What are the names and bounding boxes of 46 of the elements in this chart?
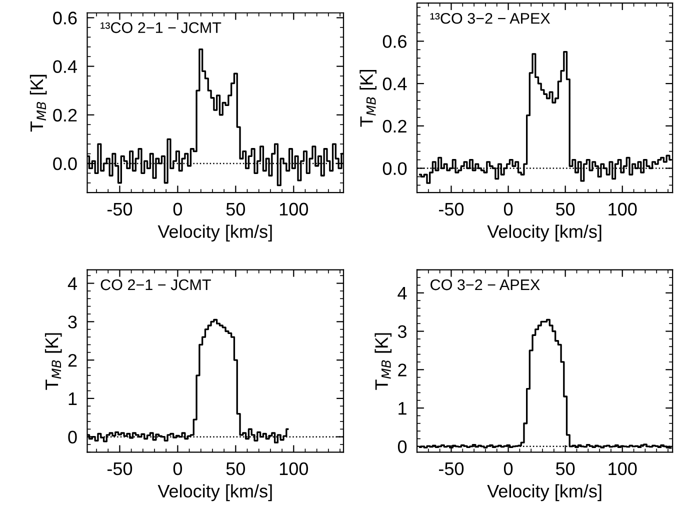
x-tick-label: -50 xyxy=(438,202,464,216)
y-tick-label: 0.2 xyxy=(382,120,406,133)
x-tick-label: 50 xyxy=(556,202,575,216)
y-tick-label: 2 xyxy=(398,364,406,376)
x-tick-label: 50 xyxy=(556,462,575,476)
y-axis-title: T$_{MB}$ [K] xyxy=(44,333,62,390)
x-tick-label: 100 xyxy=(608,462,637,476)
chart-title: CO 3−2 − APEX xyxy=(430,279,540,290)
y-tick-label: 2 xyxy=(68,354,77,367)
x-tick-label: 50 xyxy=(226,462,245,476)
y-tick-label: 1 xyxy=(398,402,406,415)
y-tick-label: 0.2 xyxy=(53,108,77,122)
y-tick-label: 0 xyxy=(398,440,407,454)
chart-title: CO 2−1 − JCMT xyxy=(100,279,211,290)
text: ¹³CO 3−2 − APEX xyxy=(430,12,550,24)
x-tick-label: 50 xyxy=(226,202,245,216)
y-tick-label: 1 xyxy=(68,392,77,405)
y-tick-label: 0 xyxy=(68,430,77,444)
x-axis-title: Velocity [km/s] xyxy=(158,484,272,502)
y-tick-label: 3 xyxy=(68,316,77,328)
x-axis-title: Velocity [km/s] xyxy=(487,224,602,242)
x-tick-label: 100 xyxy=(608,202,637,216)
y-tick-label: 0.6 xyxy=(382,35,406,48)
y-tick-label: 4 xyxy=(398,287,407,300)
y-tick-label: 0.0 xyxy=(53,157,77,170)
x-tick-label: 0 xyxy=(173,202,182,216)
y-axis-title: T$_{MB}$ [K] xyxy=(360,70,376,127)
y-tick-label: 0.4 xyxy=(53,60,77,74)
x-tick-label: 0 xyxy=(504,462,513,476)
y-tick-label: 0.6 xyxy=(53,12,77,24)
x-axis-title: Velocity [km/s] xyxy=(158,224,272,242)
y-axis-title: T$_{MB}$ [K] xyxy=(374,333,392,390)
x-tick-label: 100 xyxy=(280,202,308,216)
x-tick-label: 0 xyxy=(173,462,182,476)
x-tick-label: 0 xyxy=(504,202,513,216)
x-tick-label: -50 xyxy=(107,462,132,476)
chart-title: ¹³CO 2−1 − JCMT xyxy=(100,22,222,34)
y-tick-label: 4 xyxy=(68,277,77,290)
y-tick-label: 3 xyxy=(398,325,406,338)
y-tick-label: 0.0 xyxy=(382,162,407,175)
y-axis-title: T$_{MB}$ [K] xyxy=(30,74,47,132)
x-tick-label: 100 xyxy=(280,462,308,476)
x-tick-label: -50 xyxy=(107,202,132,216)
y-tick-label: 0.4 xyxy=(382,77,407,90)
x-tick-label: -50 xyxy=(438,462,464,476)
x-axis-title: Velocity [km/s] xyxy=(487,484,602,502)
